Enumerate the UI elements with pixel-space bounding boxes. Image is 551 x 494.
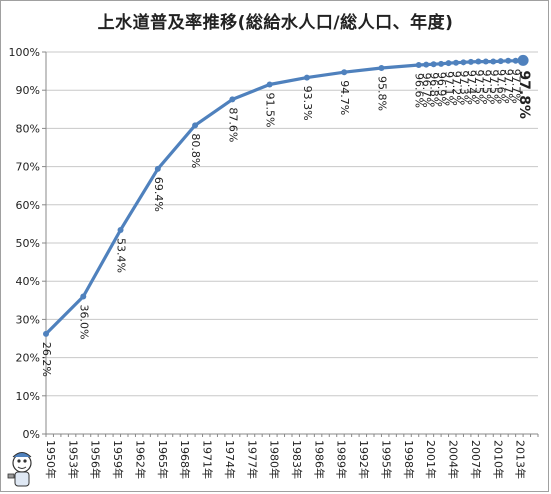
data-label: 97.2%	[450, 71, 463, 106]
data-point	[423, 61, 430, 68]
y-tick-label: 60%	[16, 199, 40, 212]
x-tick-label: 1977年	[245, 440, 259, 479]
data-label: 96.7%	[420, 73, 433, 108]
data-label: 97.5%	[472, 70, 485, 105]
data-label: 97.6%	[495, 69, 508, 104]
data-point	[512, 57, 519, 64]
data-point	[341, 69, 348, 76]
x-tick-label: 1992年	[357, 440, 371, 479]
data-label: 36.0%	[77, 304, 90, 339]
x-tick-label: 1950年	[44, 440, 58, 479]
data-point	[490, 58, 497, 65]
x-tick-label: 1953年	[66, 440, 80, 479]
data-label: 91.5%	[264, 92, 277, 127]
data-point	[453, 59, 459, 66]
data-label: 87.6%	[226, 107, 239, 142]
y-tick-label: 100%	[9, 46, 40, 59]
data-point	[482, 58, 489, 65]
data-point	[497, 58, 504, 65]
data-label: 96.9%	[435, 72, 448, 107]
x-tick-label: 1971年	[201, 440, 215, 479]
data-point	[229, 96, 236, 103]
data-label: 97.7%	[510, 69, 523, 104]
x-tick-label: 2001年	[424, 440, 438, 479]
data-point	[430, 61, 437, 68]
x-tick-label: 1989年	[335, 440, 349, 479]
data-point	[438, 60, 445, 67]
x-tick-label: 2013年	[514, 440, 528, 479]
data-label: 80.8%	[189, 133, 202, 168]
chart-title: 上水道普及率推移(総給水人口/総人口、年度)	[97, 13, 454, 33]
data-point	[475, 58, 482, 65]
x-tick-label: 1962年	[133, 440, 147, 479]
data-label: 97.4%	[465, 70, 478, 105]
data-point	[517, 54, 529, 66]
data-label: 97.8%	[516, 70, 532, 119]
x-tick-label: 2007年	[469, 440, 483, 479]
data-label: 26.2%	[40, 342, 53, 377]
y-tick-label: 70%	[16, 161, 40, 174]
data-point	[415, 61, 422, 68]
data-label: 96.8%	[428, 72, 441, 107]
y-tick-label: 10%	[16, 390, 40, 403]
series-group	[43, 54, 529, 337]
data-label: 97.1%	[443, 71, 456, 106]
data-point	[460, 59, 467, 66]
data-label: 94.7%	[338, 80, 351, 115]
data-point	[43, 330, 49, 337]
x-tick-label: 1983年	[290, 440, 304, 479]
data-label: 93.3%	[301, 86, 314, 121]
axes	[42, 51, 539, 437]
data-label: 96.6%	[413, 73, 426, 108]
data-label: 95.8%	[375, 76, 388, 111]
data-point	[505, 57, 512, 64]
y-tick-labels: 0% 10% 20% 30% 40% 50% 60% 70% 80% 90% 100%	[9, 46, 40, 441]
y-tick-label: 0%	[23, 428, 40, 441]
data-point	[80, 293, 87, 300]
data-labels: 26.2% 36.0% 53.4% 69.4% 80.8% 87.6% 91.5% 93.3%…	[40, 69, 532, 377]
gridlines	[46, 51, 538, 435]
data-label: 97.5%	[487, 70, 500, 105]
data-label: 97.5%	[480, 70, 493, 105]
data-label: 97.7%	[502, 69, 515, 104]
x-tick-label: 1974年	[223, 440, 237, 479]
x-tick-label: 1986年	[312, 440, 326, 479]
data-label: 97.3%	[457, 70, 470, 105]
x-tick-label: 2004年	[447, 440, 461, 479]
data-point	[378, 65, 385, 72]
x-tick-label: 1998年	[402, 440, 416, 479]
data-point	[266, 81, 273, 88]
data-label: 53.4%	[115, 238, 128, 273]
data-point	[154, 165, 161, 172]
mascot-logo	[7, 452, 32, 487]
x-tick-label: 1959年	[111, 440, 125, 479]
y-tick-label: 80%	[16, 122, 40, 135]
x-tick-label: 1995年	[379, 440, 393, 479]
data-point	[467, 58, 474, 65]
x-tick-label: 1980年	[268, 440, 282, 479]
data-point	[192, 122, 199, 129]
y-tick-label: 30%	[16, 313, 40, 326]
y-tick-label: 50%	[16, 237, 40, 250]
y-tick-label: 40%	[16, 275, 40, 288]
y-tick-label: 20%	[16, 352, 40, 365]
y-tick-label: 90%	[16, 84, 40, 97]
data-label: 69.4%	[152, 177, 165, 212]
x-tick-label: 1968年	[178, 440, 192, 479]
x-tick-label: 2010年	[491, 440, 505, 479]
data-point	[445, 60, 452, 67]
data-point	[117, 227, 124, 234]
x-tick-label: 1956年	[89, 440, 103, 479]
x-tick-label: 1965年	[156, 440, 170, 479]
data-point	[303, 74, 310, 81]
x-tick-labels: 1950年 1953年 1956年 1959年 1962年 1965年 1968年 1971年…	[44, 440, 528, 479]
